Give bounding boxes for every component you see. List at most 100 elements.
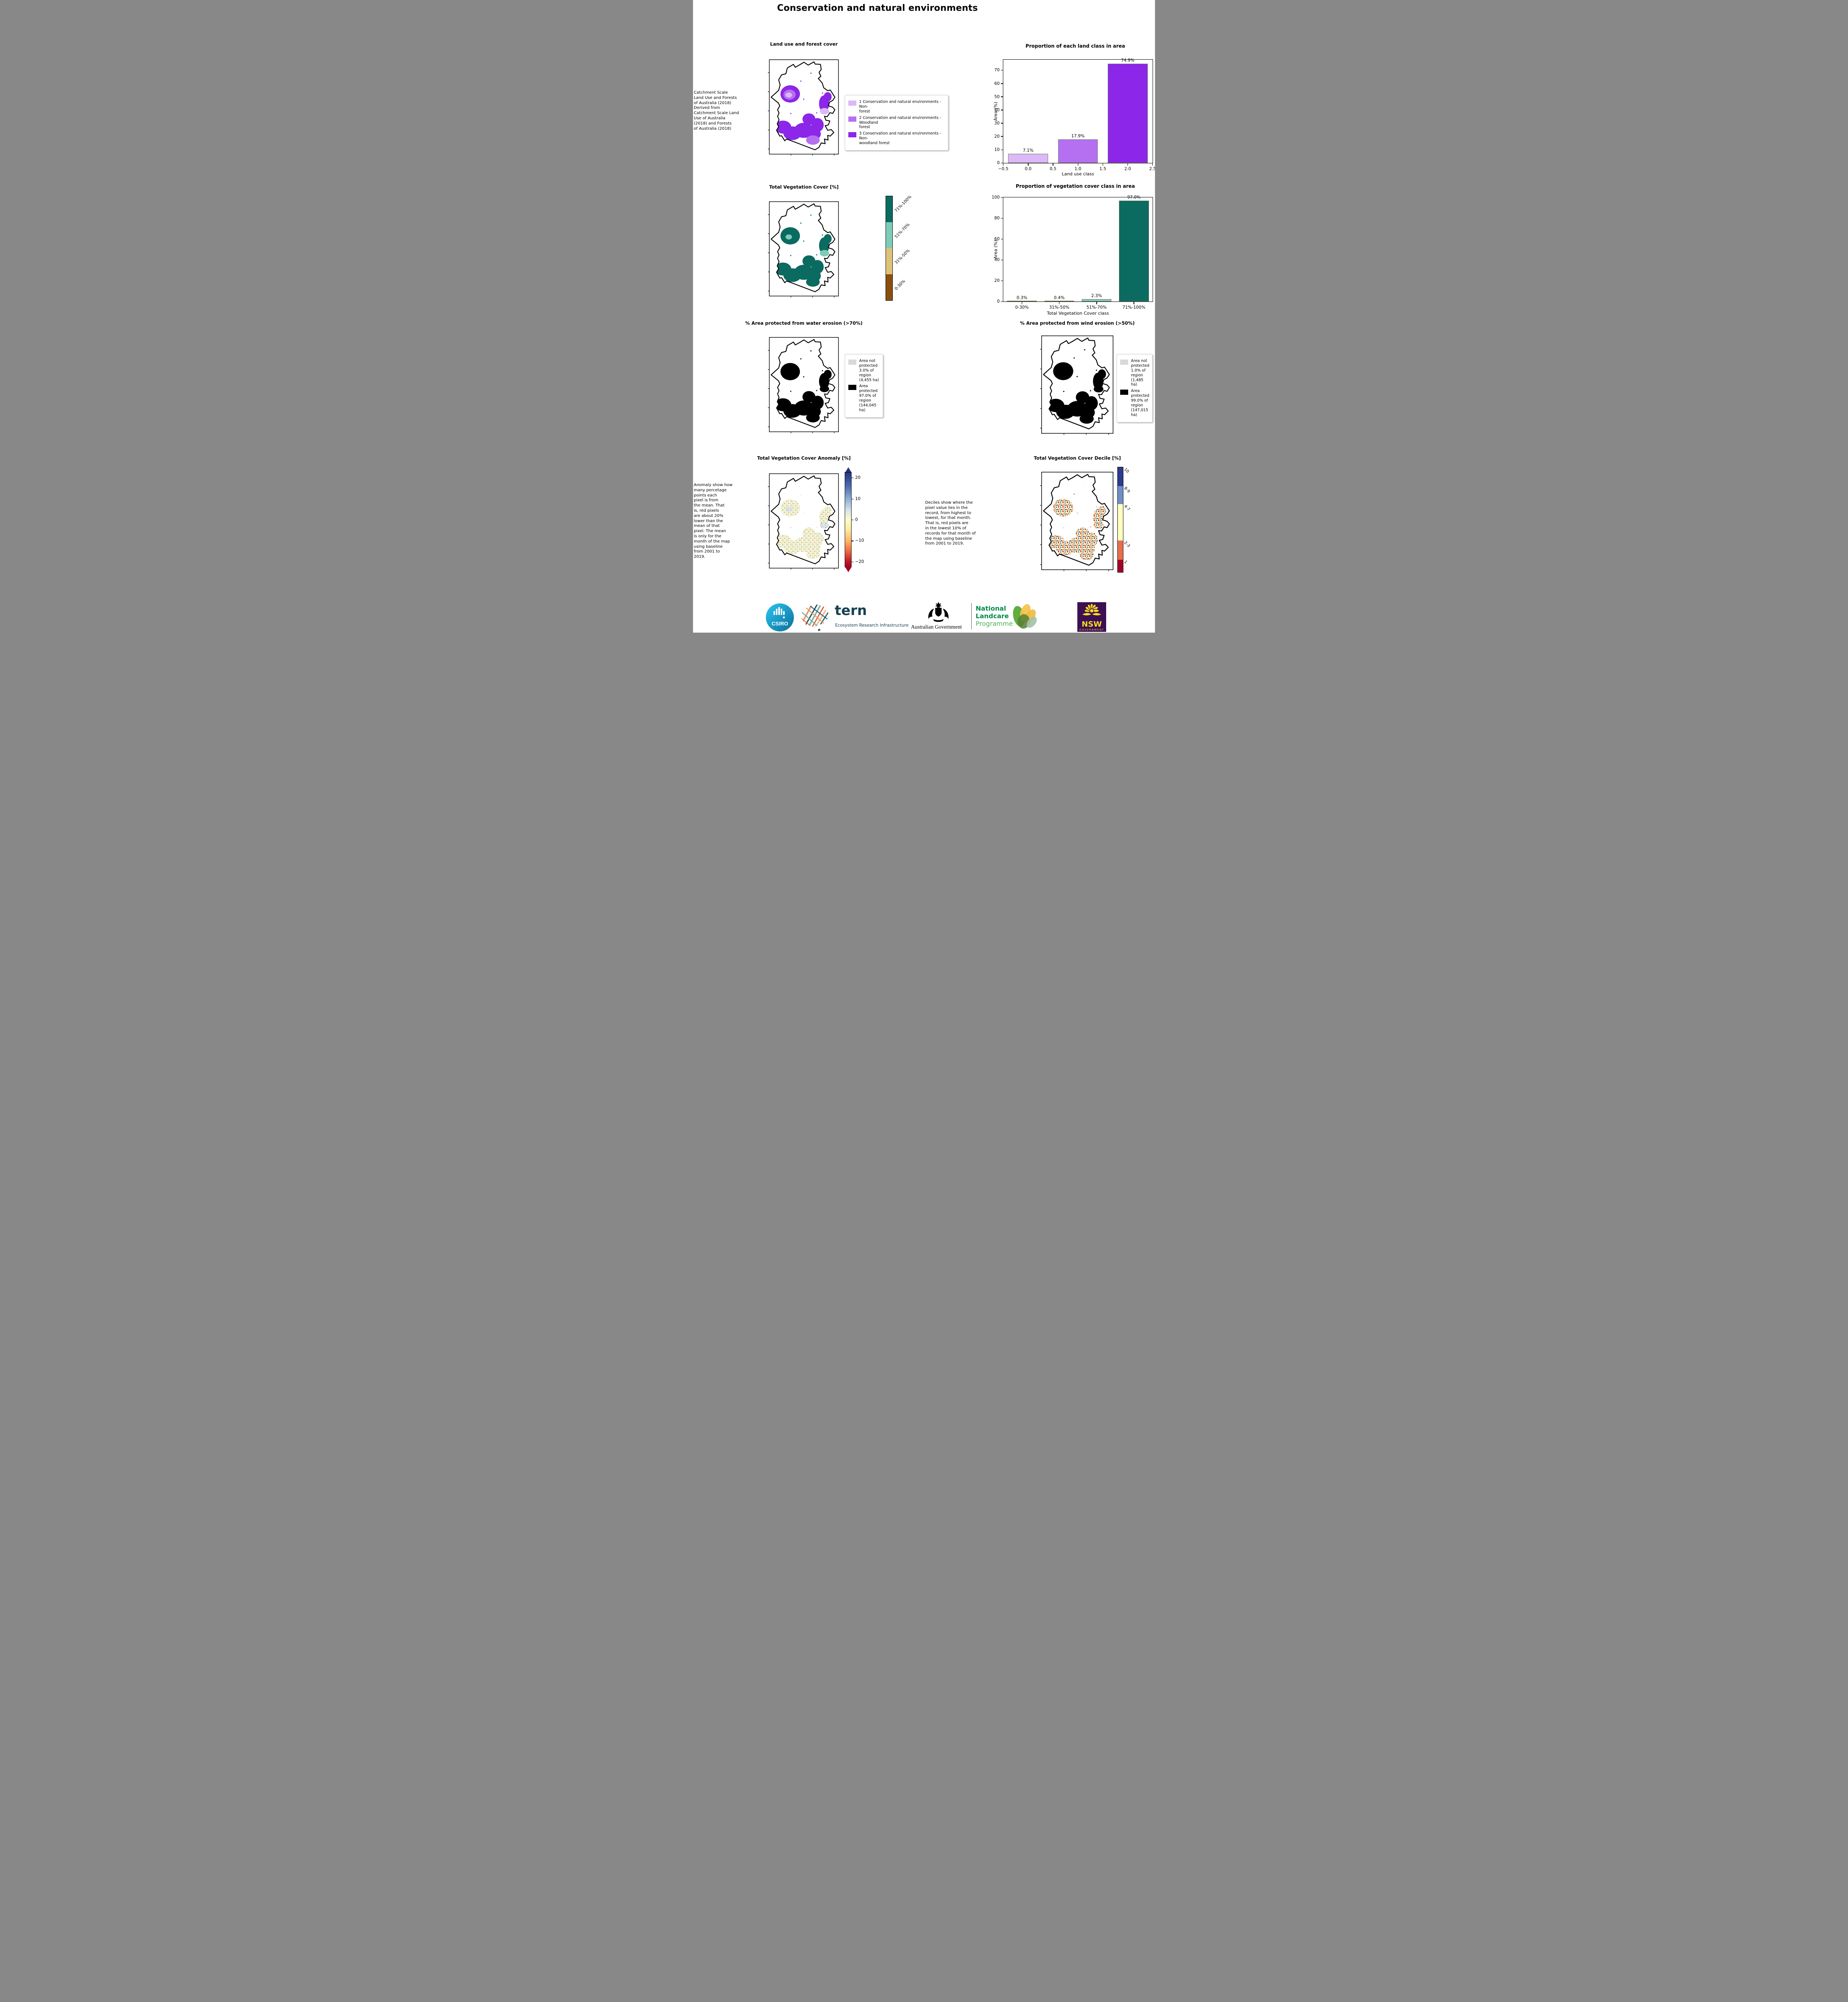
x-tick-label: 0.0 <box>1024 167 1032 171</box>
y-tick <box>1001 301 1003 302</box>
legend-item: 2 Conservation and natural environments … <box>848 116 945 130</box>
y-tick-label: 10 <box>994 147 1000 152</box>
x-tick-label: −0.5 <box>998 167 1008 171</box>
colorbar-anomaly-bottom-arrow <box>845 567 852 572</box>
chart-veg-class-xlabel: Total Vegetation Cover class <box>1047 311 1109 316</box>
legend-item: Area protected 97.0% of region (144,045 … <box>848 384 880 412</box>
colorbar-label: 2-3 <box>1123 541 1131 549</box>
map-vegcover-title: Total Vegetation Cover [%] <box>769 184 839 190</box>
y-tick <box>1001 149 1003 150</box>
map-wind-erosion <box>1040 335 1114 435</box>
legend-label: 2 Conservation and natural environments … <box>859 115 941 130</box>
y-tick <box>1001 136 1003 137</box>
chart-land-class: Proportion of each land class in area Ar… <box>989 42 1155 180</box>
colorbar-segment <box>886 274 892 300</box>
colorbar-label: 51%-70% <box>894 222 911 239</box>
caption-landuse-source: Catchment Scale Land Use and Forests of … <box>694 90 739 131</box>
chart-land-class-title: Proportion of each land class in area <box>1025 43 1125 49</box>
x-tick-label: 2.5 <box>1149 167 1155 171</box>
colorbar-segment <box>1118 559 1123 572</box>
y-tick <box>1001 259 1003 260</box>
map-anomaly-title: Total Vegetation Cover Anomaly [%] <box>757 455 851 461</box>
map-wind-title: % Area protected from wind erosion (>50%… <box>1020 320 1135 326</box>
caption-anomaly: Anomaly show how many percetage points e… <box>694 483 733 559</box>
x-tick-label: 71%-100% <box>1122 305 1145 310</box>
colorbar-tick-label: −20 <box>855 559 864 564</box>
chart-veg-class-ylabel: Area (%) <box>993 240 998 259</box>
legend-item: 3 Conservation and natural environments … <box>848 131 945 146</box>
colorbar-label: 71%-100% <box>894 194 913 213</box>
tern-logo-subtitle: Ecosystem Research Infrastructure <box>835 623 909 628</box>
landcare-line2: Landcare <box>976 612 1009 620</box>
colorbar-label: 1 <box>1123 559 1128 565</box>
colorbar-anomaly-gradient <box>845 472 852 567</box>
bar <box>1081 299 1112 302</box>
svg-text:CSIRO: CSIRO <box>771 621 788 627</box>
map-vegcover <box>768 201 839 297</box>
chart-land-class-xlabel: Land use class <box>1062 171 1094 177</box>
x-tick-label: 0-30% <box>1015 305 1029 310</box>
chart-land-class-plot: 7.1% 17.9% 74.9% 0 10 20 30 40 50 60 70 −0.5 0.0 0.5 1… <box>994 58 1155 171</box>
tern-australia-icon <box>796 602 832 632</box>
colorbar-segment <box>1118 486 1123 504</box>
colorbar-vegcover: 71%-100% 51%-70% 31%-50% 0-30% <box>886 195 912 301</box>
x-tick-label: 31%-50% <box>1049 305 1070 310</box>
y-tick <box>1001 96 1003 97</box>
report-page: Conservation and natural environments Ca… <box>693 0 1155 633</box>
australian-government-label: Australian Government <box>911 624 962 630</box>
x-tick-label: 1.5 <box>1099 167 1107 171</box>
page-title: Conservation and natural environments <box>777 3 978 13</box>
map-decile-title: Total Vegetation Cover Decile [%] <box>1034 455 1121 461</box>
landcare-logo-text: National Landcare Programme <box>976 605 1013 628</box>
legend-label: Area protected 97.0% of region (144,045 … <box>859 384 878 412</box>
colorbar-segment <box>1118 504 1123 541</box>
legend-swatch <box>1120 390 1128 395</box>
bar-value-label: 97.0% <box>1127 195 1141 200</box>
x-tick-label: 2.0 <box>1124 167 1131 171</box>
nsw-waratah-icon <box>1081 603 1103 616</box>
csiro-logo-icon: CSIRO <box>766 603 794 631</box>
colorbar-tick-label: −10 <box>855 538 864 543</box>
bar <box>1007 301 1037 302</box>
logo-divider <box>971 603 972 629</box>
x-tick-label: 0.5 <box>1049 167 1057 171</box>
chart-veg-class-plot: 0.3% 0.4% 2.3% 97.0% 0 20 40 60 80 100 0-30% 31%-50… <box>992 195 1153 310</box>
y-tick-label: 60 <box>994 237 1000 241</box>
y-tick-label: 0 <box>997 299 1000 304</box>
colorbar-label: 0-30% <box>894 279 906 291</box>
chart-veg-class-title: Proportion of vegetation cover class in … <box>1016 183 1135 189</box>
y-tick <box>1001 280 1003 281</box>
y-tick-label: 40 <box>994 257 1000 262</box>
legend-swatch <box>848 385 856 390</box>
legend-swatch <box>1120 360 1128 365</box>
legend-label: 3 Conservation and natural environments … <box>859 131 941 145</box>
y-tick-label: 80 <box>994 216 1000 221</box>
colorbar-tick-label: 20 <box>855 475 861 480</box>
csiro-logo: CSIRO <box>765 603 794 632</box>
colorbar-tick-label: 10 <box>855 496 861 501</box>
colorbar-segment <box>886 222 892 248</box>
legend-item: Area protected 99.0% of region (147,015 … <box>1120 389 1149 417</box>
legend-item: Area not protected 1.0% of region (1,485… <box>1120 359 1149 387</box>
bar-value-label: 17.9% <box>1071 133 1085 139</box>
legend-item: 1 Conservation and natural environments … <box>848 100 945 114</box>
map-anomaly <box>768 473 839 570</box>
bar <box>1008 153 1048 163</box>
x-tick-label: 51%-70% <box>1086 305 1107 310</box>
colorbar-label: 8-9 <box>1123 486 1131 494</box>
y-tick-label: 20 <box>994 134 1000 139</box>
landcare-line1: National <box>976 605 1006 612</box>
y-tick <box>1001 83 1003 84</box>
legend-water-erosion: Area not protected 3.0% of region (4,455… <box>845 354 883 418</box>
bar <box>1044 301 1075 302</box>
legend-landuse: 1 Conservation and natural environments … <box>845 95 948 151</box>
legend-item: Area not protected 3.0% of region (4,455… <box>848 359 880 382</box>
legend-label: 1 Conservation and natural environments … <box>859 100 941 114</box>
legend-swatch <box>848 101 856 106</box>
colorbar-segment <box>1118 541 1123 560</box>
legend-swatch <box>848 360 856 365</box>
x-tick-label: 1.0 <box>1075 167 1081 171</box>
bar-value-label: 2.3% <box>1091 293 1102 299</box>
x-tick <box>1127 163 1128 166</box>
y-tick-label: 60 <box>994 81 1000 86</box>
